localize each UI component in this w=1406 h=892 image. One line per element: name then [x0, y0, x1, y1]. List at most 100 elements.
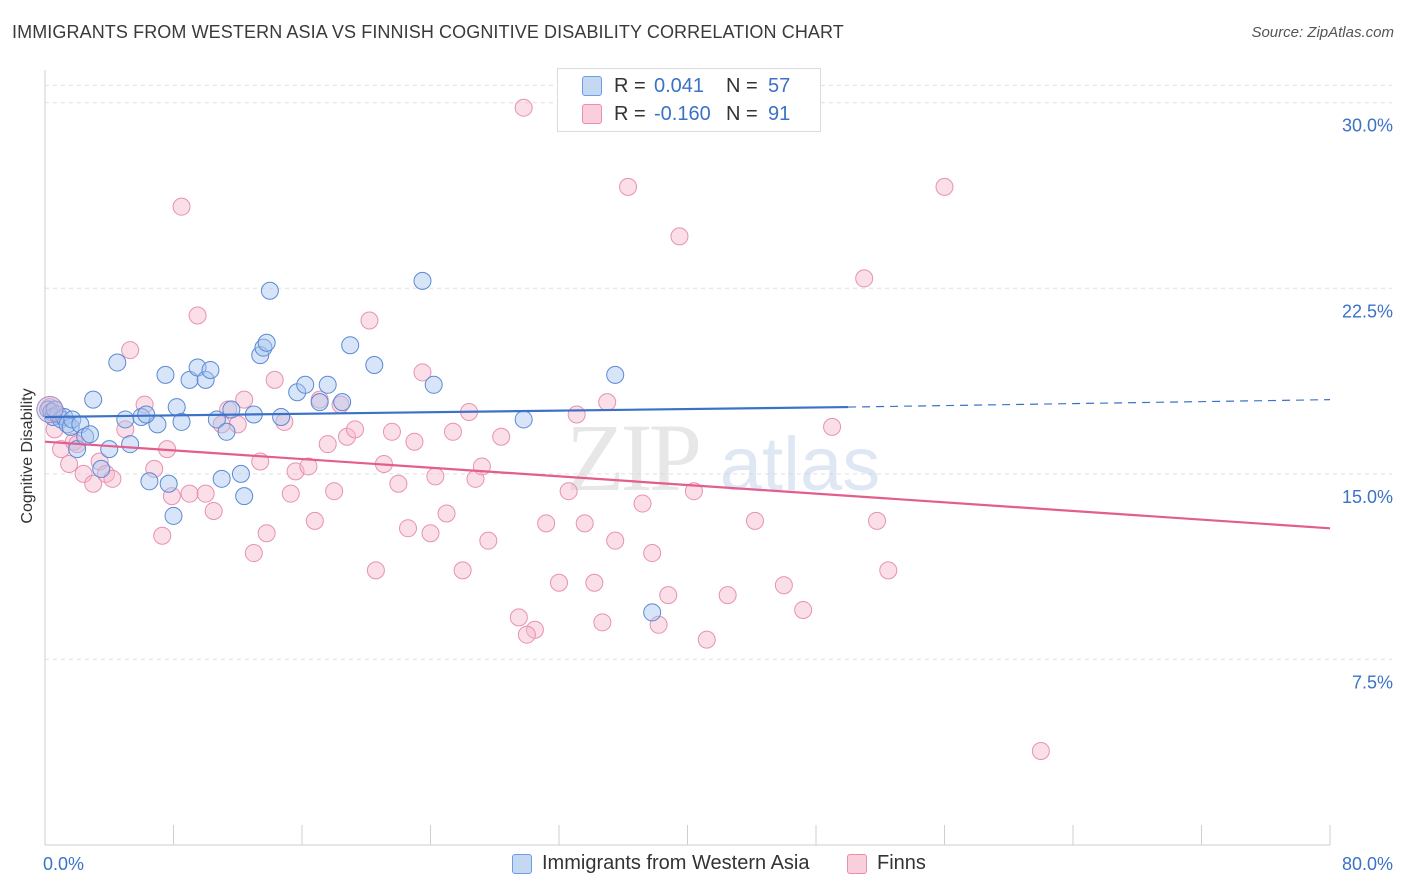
x-tick-label-end: 80.0% [1342, 854, 1393, 874]
western-asia-point [260, 281, 279, 300]
legend-r-label: R = [614, 74, 646, 97]
finns-point [479, 531, 498, 550]
finns-point [606, 531, 625, 550]
western-asia-point [116, 410, 135, 429]
western-asia-point [235, 487, 254, 506]
watermark-atlas: atlas [720, 422, 881, 507]
finns-point [172, 197, 191, 216]
x-tick-label-start: 0.0% [43, 854, 84, 874]
y-tick-label: 15.0% [1342, 487, 1393, 507]
finns-point [855, 269, 874, 288]
legend-r-value: -0.160 [654, 102, 711, 125]
finns-point [935, 177, 954, 196]
bottom-legend-label: Immigrants from Western Asia [542, 852, 810, 874]
finns-point [281, 484, 300, 503]
y-axis-label: Cognitive Disability [19, 388, 36, 524]
finns-point [180, 484, 199, 503]
finns-point [413, 363, 432, 382]
western-asia-trend-extension [848, 399, 1331, 408]
western-asia-point [365, 356, 384, 375]
finns-point [684, 482, 703, 501]
finns-point [509, 608, 528, 627]
finns-point [257, 524, 276, 543]
finns-point [74, 464, 93, 483]
trend-lines [44, 399, 1331, 530]
finns-point [575, 514, 594, 533]
finns-point [492, 427, 511, 446]
legend-row-western-asia: R = 0.041 N = 57 [582, 73, 790, 99]
finns-point [643, 544, 662, 563]
finns-point [745, 511, 764, 530]
finns-point [305, 511, 324, 530]
finns-point [537, 514, 556, 533]
finns-point [794, 600, 813, 619]
finns-point [121, 341, 140, 360]
watermark-zip: ZIP [566, 404, 699, 511]
finns-point [879, 561, 898, 580]
western-asia-point [310, 393, 329, 412]
western-asia-point [424, 375, 443, 394]
legend-n-label: N = [726, 102, 758, 125]
legend-swatch-pink [582, 104, 602, 124]
legend-r-value: 0.041 [654, 74, 705, 97]
western-asia-point [159, 474, 178, 493]
stats-legend: R = 0.041 N = 57 R = -0.160 N = 91 [557, 68, 821, 132]
finns-point [598, 393, 617, 412]
finns-point [318, 435, 337, 454]
western-asia-point [92, 459, 111, 478]
western-asia-point [296, 375, 315, 394]
western-asia-point [84, 390, 103, 409]
western-asia-point [413, 271, 432, 290]
bottom-legend-western-asia[interactable]: Immigrants from Western Asia [512, 852, 809, 875]
finns-point [405, 432, 424, 451]
western-asia-point [231, 464, 250, 483]
finns-point [84, 474, 103, 493]
western-asia-point [272, 407, 291, 426]
finns-point [670, 227, 689, 246]
finns-point [697, 630, 716, 649]
finns-point [823, 417, 842, 436]
bottom-legend-swatch-blue [512, 853, 532, 874]
finns-point [514, 98, 533, 117]
finns-point [244, 544, 263, 563]
legend-r-label: R = [614, 102, 646, 125]
western-asia-point [140, 472, 159, 491]
finns-point [550, 573, 568, 592]
finns-point [196, 484, 215, 503]
western-asia-point [108, 353, 127, 372]
finns-point [325, 482, 344, 501]
finns-point [399, 519, 418, 538]
western-asia-point [201, 360, 220, 379]
western-asia-point [36, 396, 64, 424]
finns-point [116, 420, 135, 439]
finns-point [265, 370, 284, 389]
finns-point [421, 524, 440, 543]
western-asia-point [164, 506, 183, 525]
finns-point [299, 457, 318, 476]
finns-point [382, 422, 401, 441]
tick-labels: 7.5% 15.0% 22.5% 30.0% 0.0% 80.0% [43, 116, 1393, 874]
western-asia-point [80, 425, 99, 444]
western-asia-point [254, 338, 273, 357]
axes [44, 70, 1331, 846]
finns-point [188, 306, 207, 325]
finns-point [1031, 741, 1050, 760]
western-asia-point [257, 333, 276, 352]
y-tick-label: 30.0% [1342, 116, 1393, 136]
western-asia-trend-line [44, 405, 849, 419]
finns-point [659, 586, 678, 605]
y-tick-label: 7.5% [1352, 672, 1393, 692]
bottom-legend-finns[interactable]: Finns [847, 852, 926, 875]
finns-point [228, 415, 247, 434]
finns-point [774, 576, 793, 595]
finns-points [40, 98, 1050, 760]
western-asia-point [341, 336, 360, 355]
western-asia-point [606, 365, 625, 384]
finns-trend-line [44, 440, 1331, 530]
finns-point [868, 511, 887, 530]
western-asia-point [121, 435, 140, 454]
western-asia-point [156, 365, 175, 384]
finns-point [559, 482, 578, 501]
western-asia-point [212, 469, 231, 488]
